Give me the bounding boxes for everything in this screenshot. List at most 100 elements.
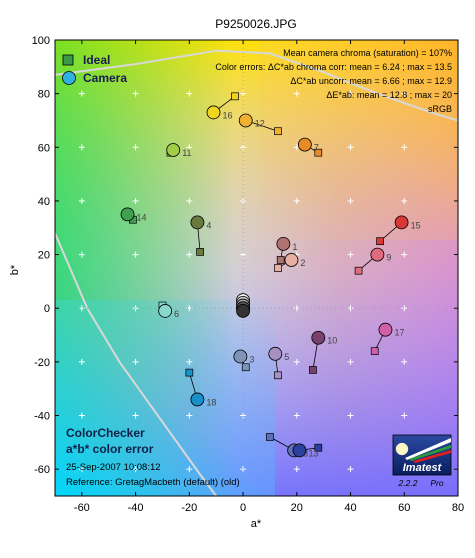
camera-marker — [276, 236, 291, 251]
patch-label: 1 — [292, 242, 297, 252]
patch-10: 10 — [309, 330, 337, 374]
grid-mark — [347, 90, 354, 97]
grid-mark — [186, 90, 193, 97]
grid-mark — [347, 412, 354, 419]
x-tick-label: -20 — [181, 502, 197, 514]
patch-label: 6 — [174, 309, 179, 319]
grid-mark — [186, 466, 193, 473]
plot-frame — [54, 39, 459, 497]
grid-mark — [186, 412, 193, 419]
patch-18: 18 — [185, 368, 216, 407]
patch-12: 12 — [238, 113, 282, 136]
grid-mark — [78, 251, 85, 258]
ideal-marker — [266, 433, 274, 441]
x-tick-label: 40 — [344, 502, 356, 514]
patch-14: 14 — [120, 207, 147, 224]
ideal-marker — [274, 264, 282, 272]
patch-label: 18 — [206, 397, 216, 407]
patch-5: 5 — [268, 346, 289, 380]
patch-16: 16 — [206, 92, 239, 120]
grid-mark — [347, 466, 354, 473]
grid-mark — [132, 466, 139, 473]
grid-mark — [347, 358, 354, 365]
ideal-marker — [314, 148, 323, 157]
footer-date: 25-Sep-2007 10:08:12 — [66, 462, 161, 473]
camera-marker — [284, 253, 299, 267]
x-tick-label: -60 — [74, 502, 90, 514]
camera-marker — [166, 143, 181, 157]
y-tick-label: -60 — [34, 464, 50, 476]
grid-mark — [347, 144, 354, 151]
grid-mark — [293, 358, 300, 365]
patch-label: 4 — [206, 220, 211, 230]
legend-camera-marker — [62, 71, 76, 85]
annotation-chroma-corr: Color errors: ΔC*ab chroma corr: mean = … — [215, 62, 452, 72]
camera-marker — [378, 322, 393, 337]
annotation-chroma: Mean camera chroma (saturation) = 107% — [283, 48, 452, 58]
y-axis: 100 80 60 40 20 0 -20 -40 -60 — [32, 35, 458, 476]
x-tick-label: 60 — [398, 502, 410, 514]
grid-mark — [186, 144, 193, 151]
patch-4: 4 — [190, 215, 211, 256]
patch-13: 13 — [292, 443, 323, 458]
camera-marker — [158, 304, 173, 318]
grid-mark — [132, 90, 139, 97]
ideal-marker — [309, 366, 317, 374]
ideal-marker — [376, 237, 384, 246]
imatest-logo: Imatest 2.2.2 Pro — [392, 434, 452, 488]
patches: 123456789101112131415161718 — [120, 92, 421, 458]
patch-label: 13 — [308, 448, 318, 458]
x-axis-label: a* — [251, 518, 262, 530]
patch-label: 17 — [394, 328, 404, 338]
grid-mark — [78, 90, 85, 97]
camera-marker — [190, 392, 205, 407]
ideal-marker — [276, 256, 285, 264]
y-tick-label: -20 — [34, 357, 50, 369]
grid-mark — [401, 144, 408, 151]
grid-mark — [78, 144, 85, 151]
y-tick-label: 40 — [38, 196, 50, 208]
plot-background: 123456789101112131415161718 — [55, 40, 458, 496]
y-tick-label: 0 — [44, 303, 50, 315]
x-axis: -60 -40 -20 0 20 40 60 80 — [74, 40, 464, 514]
footer-title-2: a*b* color error — [66, 442, 154, 456]
camera-marker — [292, 443, 307, 458]
patch-label: 3 — [249, 355, 254, 365]
annotation-colorspace: sRGB — [428, 104, 452, 114]
grid-mark — [132, 197, 139, 204]
camera-marker — [236, 304, 250, 318]
error-annotations: Mean camera chroma (saturation) = 107% C… — [215, 48, 452, 114]
camera-marker — [268, 346, 283, 361]
patch-label: 16 — [223, 110, 233, 120]
patch-label: 10 — [327, 336, 337, 346]
grid-mark — [78, 466, 85, 473]
grid-mark — [293, 90, 300, 97]
y-axis-label: b* — [9, 264, 21, 275]
y-tick-label: 60 — [38, 142, 50, 154]
grid-mark — [240, 90, 247, 97]
x-tick-label: -40 — [128, 502, 144, 514]
grid-mark — [401, 251, 408, 258]
ideal-marker — [370, 347, 379, 356]
ideal-marker — [354, 266, 363, 275]
grid-mark — [401, 412, 408, 419]
camera-marker — [233, 349, 248, 364]
grid-mark — [293, 197, 300, 204]
grid-mark — [293, 305, 300, 312]
x-tick-label: 80 — [452, 502, 464, 514]
ideal-marker — [274, 371, 282, 380]
ideal-marker — [314, 443, 323, 452]
y-tick-label: 80 — [38, 89, 50, 101]
gamut-boundary-upper — [55, 49, 458, 122]
camera-marker — [120, 207, 135, 222]
ideal-marker — [196, 248, 204, 256]
grid-mark — [132, 144, 139, 151]
annotation-uncorr: ΔC*ab uncorr: mean = 6.66 ; max = 12.9 — [290, 76, 452, 86]
grid-mark — [401, 305, 408, 312]
logo-edition: Pro — [430, 478, 444, 488]
footer-title-1: ColorChecker — [66, 426, 145, 440]
camera-marker — [297, 137, 312, 152]
patch-15: 15 — [376, 215, 421, 246]
grid-mark — [132, 358, 139, 365]
